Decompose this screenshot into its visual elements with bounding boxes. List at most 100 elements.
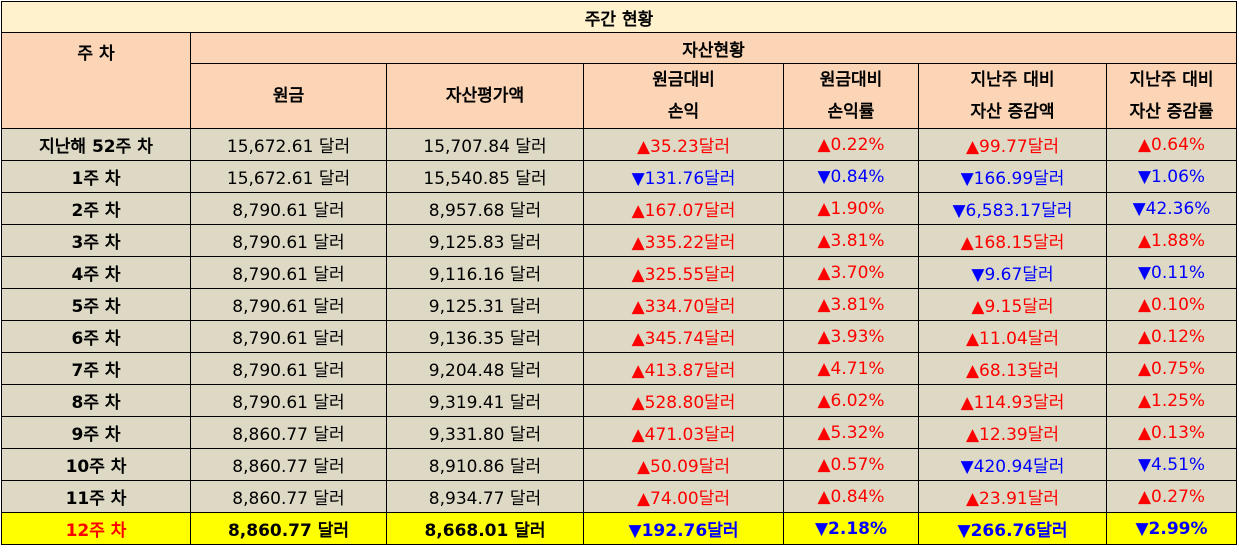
header-pl-line1: 원금대비 [652, 70, 715, 90]
asset-change-cell: ▼166.99달러 [918, 160, 1107, 193]
asset-change-cell: ▲99.77달러 [918, 128, 1107, 161]
asset-change-cell: ▲68.13달러 [918, 352, 1107, 385]
header-pl-rate-line1: 원금대비 [819, 70, 883, 90]
week-cell: 1주 차 [1, 160, 191, 193]
pl-rate-cell: ▼0.84% [783, 160, 919, 193]
asset-value-cell: 9,116.16 달러 [386, 256, 584, 289]
header-pl-rate-line2: 손익률 [827, 102, 875, 122]
header-pl-line2: 손익 [667, 102, 700, 122]
asset-value-cell: 9,204.48 달러 [386, 352, 584, 385]
week-cell: 4주 차 [1, 256, 191, 289]
principal-cell: 8,790.61 달러 [190, 352, 387, 385]
table-row: 7주 차 8,790.61 달러 9,204.48 달러 ▲413.87달러 ▲4.71… [1, 352, 1238, 385]
table-row: 1주 차 15,672.61 달러 15,540.85 달러 ▼131.76달러 ▼0.… [1, 160, 1238, 193]
pl-rate-cell: ▲0.84% [783, 480, 919, 513]
pl-rate-cell: ▲3.81% [783, 288, 919, 321]
asset-change-cell: ▲9.15달러 [918, 288, 1107, 321]
asset-value-cell: 15,540.85 달러 [386, 160, 584, 193]
table-row: 6주 차 8,790.61 달러 9,136.35 달러 ▲345.74달러 ▲3.93… [1, 320, 1238, 353]
asset-change-cell: ▼9.67달러 [918, 256, 1107, 289]
asset-change-rate-cell: ▼2.99% [1105, 512, 1238, 545]
asset-change-cell: ▲11.04달러 [918, 320, 1107, 353]
pl-rate-cell: ▲3.93% [783, 320, 919, 353]
asset-value-cell: 9,125.83 달러 [386, 224, 584, 257]
pl-rate-cell: ▲6.02% [783, 384, 919, 417]
pl-rate-cell: ▲0.22% [783, 128, 919, 161]
pl-cell: ▲345.74달러 [583, 320, 784, 353]
pl-cell: ▲50.09달러 [583, 448, 784, 481]
header-asset-change-line2: 자산 증감액 [970, 102, 1055, 122]
pl-cell: ▲35.23달러 [583, 128, 784, 161]
header-asset-status: 자산현황 [189, 32, 1238, 64]
asset-change-rate-cell: ▲0.12% [1105, 320, 1238, 353]
asset-change-cell: ▲12.39달러 [918, 416, 1107, 449]
header-asset-change-rate-line2: 자산 증감률 [1129, 102, 1214, 122]
pl-cell: ▲528.80달러 [583, 384, 784, 417]
table-row: 9주 차 8,860.77 달러 9,331.80 달러 ▲471.03달러 ▲5.32… [1, 416, 1238, 449]
week-cell: 7주 차 [1, 352, 191, 385]
header-week-label: 주 차 [77, 44, 115, 64]
pl-cell: ▲74.00달러 [583, 480, 784, 513]
pl-cell: ▲167.07달러 [583, 192, 784, 225]
week-cell: 10주 차 [1, 448, 191, 481]
asset-value-cell: 8,957.68 달러 [386, 192, 584, 225]
pl-rate-cell: ▲3.70% [783, 256, 919, 289]
asset-change-rate-cell: ▼42.36% [1105, 192, 1238, 225]
pl-cell: ▲335.22달러 [583, 224, 784, 257]
principal-cell: 8,860.77 달러 [190, 512, 387, 545]
pl-rate-cell: ▲4.71% [783, 352, 919, 385]
principal-cell: 15,672.61 달러 [190, 128, 387, 161]
pl-cell: ▲325.55달러 [583, 256, 784, 289]
pl-cell: ▲334.70달러 [583, 288, 784, 321]
table-title: 주간 현황 [0, 1, 1238, 33]
principal-cell: 8,790.61 달러 [190, 224, 387, 257]
table-row: 10주 차 8,860.77 달러 8,910.86 달러 ▲50.09달러 ▲0.57… [1, 448, 1238, 481]
week-cell: 5주 차 [1, 288, 191, 321]
week-cell: 11주 차 [1, 480, 191, 513]
principal-cell: 8,860.77 달러 [190, 448, 387, 481]
week-cell: 3주 차 [1, 224, 191, 257]
principal-cell: 8,790.61 달러 [190, 288, 387, 321]
week-cell: 12주 차 [1, 512, 191, 545]
table-row: 2주 차 8,790.61 달러 8,957.68 달러 ▲167.07달러 ▲1.90… [1, 192, 1238, 225]
asset-change-rate-cell: ▲1.88% [1105, 224, 1238, 257]
asset-value-cell: 8,668.01 달러 [386, 512, 584, 545]
asset-change-rate-cell: ▲0.13% [1105, 416, 1238, 449]
table-row: 8주 차 8,790.61 달러 9,319.41 달러 ▲528.80달러 ▲6.02… [1, 384, 1238, 417]
header-week: 주 차 [1, 32, 191, 129]
asset-value-cell: 9,319.41 달러 [386, 384, 584, 417]
asset-value-cell: 8,910.86 달러 [386, 448, 584, 481]
asset-change-rate-cell: ▲0.75% [1105, 352, 1238, 385]
header-asset-change-rate-line1: 지난주 대비 [1129, 70, 1214, 90]
header-principal: 원금 [190, 63, 387, 129]
week-cell: 9주 차 [1, 416, 191, 449]
header-asset-value: 자산평가액 [386, 63, 584, 129]
header-asset-change-line1: 지난주 대비 [970, 70, 1055, 90]
asset-change-rate-cell: ▲0.27% [1105, 480, 1238, 513]
pl-cell: ▼131.76달러 [583, 160, 784, 193]
week-cell: 지난해 52주 차 [1, 128, 191, 161]
table-row: 4주 차 8,790.61 달러 9,116.16 달러 ▲325.55달러 ▲3.70… [1, 256, 1238, 289]
week-cell: 6주 차 [1, 320, 191, 353]
principal-cell: 8,860.77 달러 [190, 416, 387, 449]
asset-change-cell: ▼6,583.17달러 [918, 192, 1107, 225]
pl-cell: ▼192.76달러 [583, 512, 784, 545]
table-row: 3주 차 8,790.61 달러 9,125.83 달러 ▲335.22달러 ▲3.81… [1, 224, 1238, 257]
principal-cell: 8,860.77 달러 [190, 480, 387, 513]
asset-change-cell: ▼266.76달러 [918, 512, 1107, 545]
principal-cell: 15,672.61 달러 [190, 160, 387, 193]
pl-rate-cell: ▲5.32% [783, 416, 919, 449]
pl-rate-cell: ▲0.57% [783, 448, 919, 481]
asset-value-cell: 8,934.77 달러 [386, 480, 584, 513]
principal-cell: 8,790.61 달러 [190, 320, 387, 353]
asset-change-cell: ▲168.15달러 [918, 224, 1107, 257]
pl-cell: ▲471.03달러 [583, 416, 784, 449]
asset-value-cell: 15,707.84 달러 [386, 128, 584, 161]
week-cell: 8주 차 [1, 384, 191, 417]
asset-change-cell: ▲114.93달러 [918, 384, 1107, 417]
asset-change-cell: ▼420.94달러 [918, 448, 1107, 481]
